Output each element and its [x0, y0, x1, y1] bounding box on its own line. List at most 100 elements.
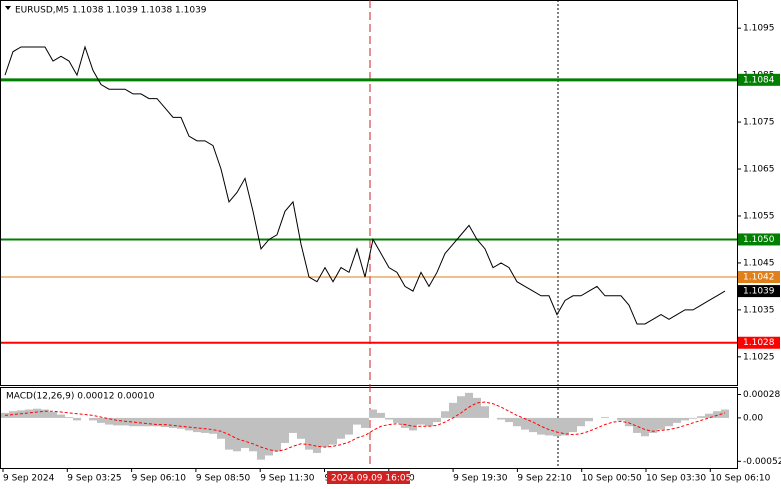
macd-bar [281, 417, 289, 443]
x-tick-label: 9 Sep 08:50 [196, 474, 251, 484]
macd-bar [561, 417, 569, 436]
macd-bar [105, 417, 113, 425]
macd-bar [233, 417, 241, 452]
macd-bar [721, 409, 729, 418]
macd-bar [241, 417, 249, 448]
macd-bar [289, 417, 297, 433]
y-tick-label: 1.1045 [743, 258, 775, 268]
y-tick-label: 1.1025 [743, 352, 775, 362]
macd-bar [185, 417, 193, 431]
y-tick-label: 1.1055 [743, 211, 775, 221]
macd-bar [209, 417, 217, 434]
macd-bar [673, 417, 681, 423]
macd-bar [225, 417, 233, 450]
price-label-box [738, 285, 780, 298]
price-label: 1.1050 [743, 235, 775, 245]
x-tick-label: 10 Sep 03:30 [646, 474, 706, 484]
macd-bar [217, 417, 225, 439]
macd-bar [9, 411, 17, 418]
cursor-label: 2024.09.09 16:05 [331, 474, 411, 484]
macd-bar [577, 417, 585, 427]
macd-bar [137, 417, 145, 427]
macd-bar [457, 396, 465, 418]
macd-bar [161, 417, 169, 428]
macd-bar [73, 417, 81, 421]
price-label-box [738, 73, 780, 86]
x-tick-label: 9 Sep 11:30 [260, 474, 315, 484]
macd-bar [273, 417, 281, 452]
cursor-label-box [327, 471, 410, 484]
macd-bar [297, 417, 305, 439]
price-label: 1.1028 [743, 338, 775, 348]
macd-bar [625, 417, 633, 427]
macd-bar [601, 417, 609, 418]
macd-bar [649, 417, 657, 433]
macd-bar [505, 417, 513, 423]
macd-bar [201, 417, 209, 433]
macd-bar [417, 417, 425, 425]
macd-bar [49, 412, 57, 418]
macd-bar [665, 417, 673, 427]
macd-bar [97, 417, 105, 423]
macd-bar [177, 417, 185, 429]
macd-bar [393, 417, 401, 423]
price-label: 1.1084 [743, 75, 775, 85]
x-tick-label: 10 Sep 00:50 [582, 474, 642, 484]
macd-bar [585, 417, 593, 422]
macd-bar [369, 409, 377, 418]
macd-bar [153, 417, 161, 427]
macd-bar [553, 417, 561, 437]
macd-bar [265, 417, 273, 456]
x-tick-label: 10 Sep 06:10 [710, 474, 770, 484]
macd-bar [313, 417, 321, 453]
macd-bar [513, 417, 521, 427]
macd-bar [385, 417, 393, 420]
macd-bar [433, 417, 441, 423]
macd-bar [337, 417, 345, 439]
macd-bar [473, 397, 481, 418]
y-tick-label: 1.1035 [743, 305, 775, 315]
macd-bar [705, 413, 713, 418]
macd-bar [497, 417, 505, 420]
macd-bar [465, 392, 473, 418]
macd-bar [617, 417, 625, 421]
macd-bar [537, 417, 545, 435]
macd-title: MACD(12,26,9) 0.00012 0.00010 [6, 392, 155, 402]
macd-bar [89, 417, 97, 421]
macd-bar [361, 417, 369, 428]
macd-bar [569, 417, 577, 433]
signal-line [4, 401, 726, 452]
y-tick-label: 1.1095 [743, 24, 775, 34]
macd-bar [305, 417, 313, 450]
macd-bar [249, 417, 257, 452]
macd-bar [633, 417, 641, 433]
macd-bar [545, 417, 553, 436]
macd-bar [353, 417, 361, 425]
y-tick-label: 1.1075 [743, 118, 775, 128]
macd-bar [449, 402, 457, 418]
price-line [4, 45, 726, 325]
macd-bar [65, 417, 73, 418]
macd-bar [425, 417, 433, 427]
macd-bar [193, 417, 201, 433]
macd-bar [329, 417, 337, 445]
macd-bar [441, 411, 449, 418]
macd-bar [321, 417, 329, 448]
y-tick-label: 0.00028 [743, 390, 780, 400]
macd-bar [113, 417, 121, 426]
chart-title: EURUSD,M5 1.1038 1.1039 1.1038 1.1039 [15, 6, 207, 16]
macd-bar [129, 417, 137, 427]
y-tick-label: 0.00 [743, 413, 763, 423]
macd-bar [345, 417, 353, 435]
macd-bar [145, 417, 153, 427]
price-label-box [738, 336, 780, 349]
macd-bar [657, 417, 665, 430]
macd-bar [57, 414, 65, 418]
macd-bar [481, 406, 489, 418]
macd-bar [169, 417, 177, 428]
price-label-box [738, 271, 780, 284]
main-panel [0, 0, 738, 386]
macd-panel [0, 387, 738, 469]
